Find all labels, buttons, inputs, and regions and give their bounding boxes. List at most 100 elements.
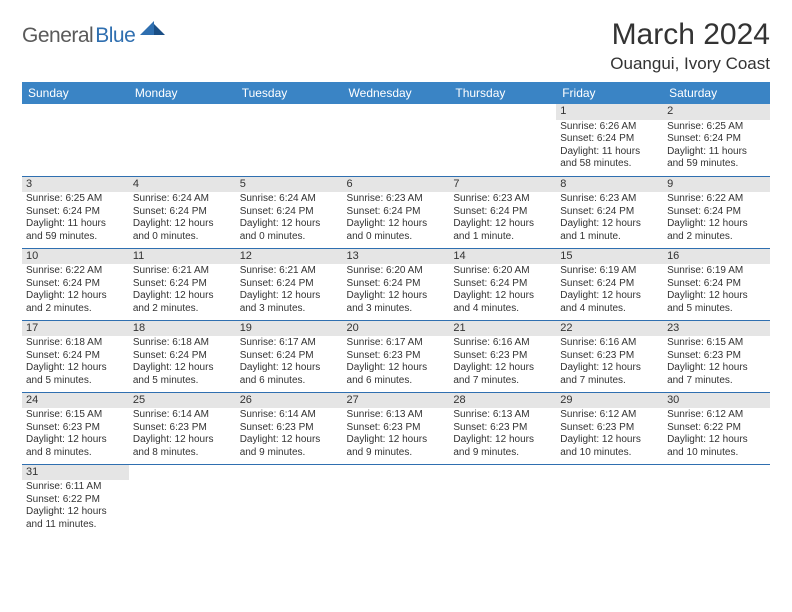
sunset-text: Sunset: 6:24 PM: [560, 206, 659, 219]
day-details: Sunrise: 6:21 AMSunset: 6:24 PMDaylight:…: [133, 265, 232, 315]
sunrise-text: Sunrise: 6:18 AM: [133, 337, 232, 350]
day-number: 9: [663, 177, 770, 193]
calendar-day-cell: 26Sunrise: 6:14 AMSunset: 6:23 PMDayligh…: [236, 392, 343, 464]
calendar-day-cell: 3Sunrise: 6:25 AMSunset: 6:24 PMDaylight…: [22, 176, 129, 248]
day-details: Sunrise: 6:24 AMSunset: 6:24 PMDaylight:…: [133, 193, 232, 243]
day-details: Sunrise: 6:19 AMSunset: 6:24 PMDaylight:…: [667, 265, 766, 315]
sunset-text: Sunset: 6:23 PM: [453, 350, 552, 363]
day-details: Sunrise: 6:26 AMSunset: 6:24 PMDaylight:…: [560, 121, 659, 171]
sunset-text: Sunset: 6:24 PM: [133, 278, 232, 291]
sunrise-text: Sunrise: 6:25 AM: [667, 121, 766, 134]
day-details: Sunrise: 6:12 AMSunset: 6:23 PMDaylight:…: [560, 409, 659, 459]
sunset-text: Sunset: 6:24 PM: [453, 206, 552, 219]
day-details: Sunrise: 6:20 AMSunset: 6:24 PMDaylight:…: [347, 265, 446, 315]
daylight-text: and 11 minutes.: [26, 519, 125, 532]
calendar-day-cell: [343, 464, 450, 536]
day-details: Sunrise: 6:11 AMSunset: 6:22 PMDaylight:…: [26, 481, 125, 531]
daylight-text: Daylight: 12 hours: [560, 218, 659, 231]
sunset-text: Sunset: 6:24 PM: [133, 350, 232, 363]
day-number: 5: [236, 177, 343, 193]
sunrise-text: Sunrise: 6:20 AM: [347, 265, 446, 278]
weekday-header: Saturday: [663, 82, 770, 104]
sunset-text: Sunset: 6:24 PM: [26, 278, 125, 291]
calendar-day-cell: [343, 104, 450, 176]
sunset-text: Sunset: 6:24 PM: [560, 133, 659, 146]
sunset-text: Sunset: 6:24 PM: [667, 206, 766, 219]
sunset-text: Sunset: 6:23 PM: [347, 422, 446, 435]
daylight-text: Daylight: 12 hours: [667, 362, 766, 375]
daylight-text: and 2 minutes.: [133, 303, 232, 316]
day-details: Sunrise: 6:23 AMSunset: 6:24 PMDaylight:…: [453, 193, 552, 243]
calendar-day-cell: [556, 464, 663, 536]
daylight-text: and 58 minutes.: [560, 158, 659, 171]
sunrise-text: Sunrise: 6:26 AM: [560, 121, 659, 134]
daylight-text: and 10 minutes.: [667, 447, 766, 460]
calendar-day-cell: 5Sunrise: 6:24 AMSunset: 6:24 PMDaylight…: [236, 176, 343, 248]
sunrise-text: Sunrise: 6:17 AM: [347, 337, 446, 350]
calendar-day-cell: 2Sunrise: 6:25 AMSunset: 6:24 PMDaylight…: [663, 104, 770, 176]
daylight-text: and 7 minutes.: [667, 375, 766, 388]
sunset-text: Sunset: 6:24 PM: [453, 278, 552, 291]
daylight-text: and 59 minutes.: [667, 158, 766, 171]
calendar-day-cell: [236, 464, 343, 536]
daylight-text: and 8 minutes.: [133, 447, 232, 460]
day-number: 6: [343, 177, 450, 193]
daylight-text: Daylight: 12 hours: [133, 362, 232, 375]
sunset-text: Sunset: 6:24 PM: [26, 206, 125, 219]
calendar-week-row: 1Sunrise: 6:26 AMSunset: 6:24 PMDaylight…: [22, 104, 770, 176]
calendar-day-cell: [236, 104, 343, 176]
day-number: 29: [556, 393, 663, 409]
daylight-text: and 2 minutes.: [26, 303, 125, 316]
day-number: 31: [22, 465, 129, 481]
calendar-day-cell: [663, 464, 770, 536]
calendar-day-cell: 14Sunrise: 6:20 AMSunset: 6:24 PMDayligh…: [449, 248, 556, 320]
day-details: Sunrise: 6:25 AMSunset: 6:24 PMDaylight:…: [26, 193, 125, 243]
calendar-day-cell: 27Sunrise: 6:13 AMSunset: 6:23 PMDayligh…: [343, 392, 450, 464]
day-number: 3: [22, 177, 129, 193]
calendar-day-cell: 23Sunrise: 6:15 AMSunset: 6:23 PMDayligh…: [663, 320, 770, 392]
sunset-text: Sunset: 6:23 PM: [347, 350, 446, 363]
daylight-text: Daylight: 12 hours: [240, 290, 339, 303]
calendar-day-cell: [129, 104, 236, 176]
day-details: Sunrise: 6:16 AMSunset: 6:23 PMDaylight:…: [560, 337, 659, 387]
daylight-text: Daylight: 11 hours: [560, 146, 659, 159]
day-number: 23: [663, 321, 770, 337]
calendar-day-cell: 25Sunrise: 6:14 AMSunset: 6:23 PMDayligh…: [129, 392, 236, 464]
sunset-text: Sunset: 6:24 PM: [347, 206, 446, 219]
calendar-week-row: 24Sunrise: 6:15 AMSunset: 6:23 PMDayligh…: [22, 392, 770, 464]
sunset-text: Sunset: 6:23 PM: [560, 350, 659, 363]
sunset-text: Sunset: 6:24 PM: [347, 278, 446, 291]
day-details: Sunrise: 6:25 AMSunset: 6:24 PMDaylight:…: [667, 121, 766, 171]
daylight-text: Daylight: 12 hours: [240, 218, 339, 231]
sunset-text: Sunset: 6:24 PM: [240, 206, 339, 219]
day-number: 2: [663, 104, 770, 120]
day-details: Sunrise: 6:18 AMSunset: 6:24 PMDaylight:…: [133, 337, 232, 387]
sunrise-text: Sunrise: 6:18 AM: [26, 337, 125, 350]
daylight-text: Daylight: 12 hours: [26, 434, 125, 447]
daylight-text: Daylight: 12 hours: [133, 434, 232, 447]
daylight-text: and 6 minutes.: [240, 375, 339, 388]
daylight-text: Daylight: 12 hours: [240, 362, 339, 375]
sunrise-text: Sunrise: 6:13 AM: [453, 409, 552, 422]
day-details: Sunrise: 6:17 AMSunset: 6:24 PMDaylight:…: [240, 337, 339, 387]
calendar-day-cell: 22Sunrise: 6:16 AMSunset: 6:23 PMDayligh…: [556, 320, 663, 392]
calendar-day-cell: 24Sunrise: 6:15 AMSunset: 6:23 PMDayligh…: [22, 392, 129, 464]
calendar-day-cell: 13Sunrise: 6:20 AMSunset: 6:24 PMDayligh…: [343, 248, 450, 320]
daylight-text: and 0 minutes.: [347, 231, 446, 244]
daylight-text: and 10 minutes.: [560, 447, 659, 460]
daylight-text: and 5 minutes.: [26, 375, 125, 388]
calendar-day-cell: 15Sunrise: 6:19 AMSunset: 6:24 PMDayligh…: [556, 248, 663, 320]
calendar-day-cell: 16Sunrise: 6:19 AMSunset: 6:24 PMDayligh…: [663, 248, 770, 320]
weekday-header-row: Sunday Monday Tuesday Wednesday Thursday…: [22, 82, 770, 104]
month-title: March 2024: [610, 18, 770, 52]
day-details: Sunrise: 6:13 AMSunset: 6:23 PMDaylight:…: [347, 409, 446, 459]
sunrise-text: Sunrise: 6:24 AM: [240, 193, 339, 206]
day-details: Sunrise: 6:17 AMSunset: 6:23 PMDaylight:…: [347, 337, 446, 387]
sunrise-text: Sunrise: 6:14 AM: [240, 409, 339, 422]
sunrise-text: Sunrise: 6:12 AM: [667, 409, 766, 422]
calendar-day-cell: 6Sunrise: 6:23 AMSunset: 6:24 PMDaylight…: [343, 176, 450, 248]
day-number: 25: [129, 393, 236, 409]
daylight-text: Daylight: 12 hours: [133, 218, 232, 231]
daylight-text: Daylight: 12 hours: [453, 218, 552, 231]
day-number: 19: [236, 321, 343, 337]
